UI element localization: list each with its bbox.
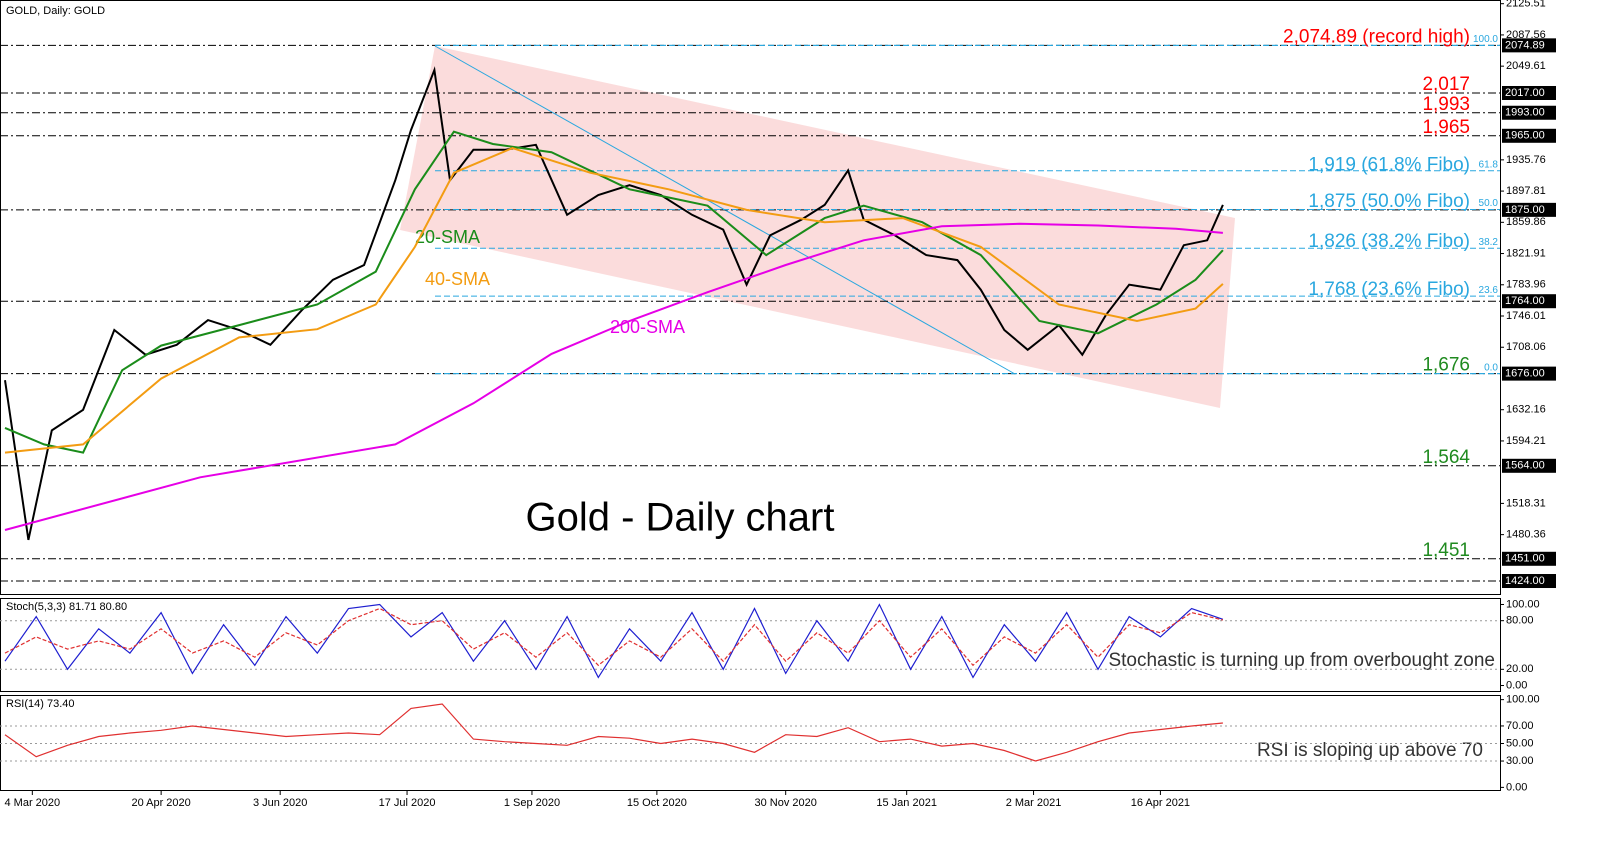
stoch-note: Stochastic is turning up from overbought… xyxy=(1108,650,1495,671)
fibo-ratio: 38.2 xyxy=(1479,237,1499,248)
level-label: 1451.00 xyxy=(1505,553,1545,565)
series-line xyxy=(4,66,1224,541)
level-box xyxy=(1502,294,1556,309)
series-label: 20-SMA xyxy=(415,227,480,247)
annotation: 1,965 xyxy=(1422,117,1470,138)
chart-heading: Gold - Daily chart xyxy=(526,496,835,540)
y-tick-label: 1518.31 xyxy=(1506,497,1546,509)
y-tick-label: 80.00 xyxy=(1506,615,1534,627)
annotation: 1,919 (61.8% Fibo) xyxy=(1308,155,1470,176)
y-tick-label: 1746.01 xyxy=(1506,310,1546,322)
y-tick-label: 1859.86 xyxy=(1506,216,1546,228)
level-label: 2017.00 xyxy=(1505,87,1545,99)
annotation: 1,768 (23.6% Fibo) xyxy=(1308,279,1470,300)
y-tick-label: 100.00 xyxy=(1506,598,1540,610)
level-label: 2074.89 xyxy=(1505,39,1545,51)
y-tick-label: 1821.91 xyxy=(1506,247,1546,259)
fibo-ratio: 100.0 xyxy=(1473,34,1498,45)
level-box xyxy=(1502,128,1556,143)
fibo-ratio: 23.6 xyxy=(1479,285,1499,296)
series-line xyxy=(4,603,1224,679)
annotation: 1,564 xyxy=(1422,447,1470,468)
y-tick-label: 1594.21 xyxy=(1506,435,1546,447)
x-tick-label: 4 Mar 2020 xyxy=(4,797,60,809)
y-tick-label: 0.00 xyxy=(1506,781,1527,793)
y-tick-label: 0.00 xyxy=(1506,679,1527,691)
fibo-ratio: 50.0 xyxy=(1479,198,1499,209)
y-tick-label: 2125.51 xyxy=(1506,0,1546,10)
y-tick-label: 1480.36 xyxy=(1506,529,1546,541)
level-label: 1564.00 xyxy=(1505,460,1545,472)
annotation: 1,826 (38.2% Fibo) xyxy=(1308,231,1470,252)
level-box xyxy=(1502,551,1556,566)
x-tick-label: 20 Apr 2020 xyxy=(131,797,190,809)
price-panel-frame xyxy=(0,0,1501,595)
level-label: 1676.00 xyxy=(1505,368,1545,380)
y-tick-label: 2087.56 xyxy=(1506,29,1546,41)
rsi-note: RSI is sloping up above 70 xyxy=(1257,740,1483,761)
y-tick-label: 1708.06 xyxy=(1506,341,1546,353)
annotation: 1,993 xyxy=(1422,94,1470,115)
y-tick-label: 30.00 xyxy=(1506,755,1534,767)
series-line xyxy=(4,130,1224,454)
y-tick-label: 1897.81 xyxy=(1506,185,1546,197)
level-box xyxy=(1502,366,1556,381)
fibo-ratio: 0.0 xyxy=(1484,362,1498,373)
level-box xyxy=(1502,202,1556,217)
rsi-title: RSI(14) 73.40 xyxy=(6,698,74,710)
x-tick-label: 15 Jan 2021 xyxy=(876,797,937,809)
x-tick-label: 15 Oct 2020 xyxy=(627,797,687,809)
level-label: 1424.00 xyxy=(1505,575,1545,587)
level-label: 1965.00 xyxy=(1505,130,1545,142)
series-label: 200-SMA xyxy=(610,317,685,337)
x-tick-label: 1 Sep 2020 xyxy=(504,797,560,809)
annotation: 1,451 xyxy=(1422,540,1470,561)
y-tick-label: 1783.96 xyxy=(1506,279,1546,291)
annotation: 1,875 (50.0% Fibo) xyxy=(1308,191,1470,212)
y-tick-label: 70.00 xyxy=(1506,720,1534,732)
level-label: 1764.00 xyxy=(1505,295,1545,307)
y-tick-label: 1935.76 xyxy=(1506,154,1546,166)
annotation: 1,676 xyxy=(1422,355,1470,376)
series-line xyxy=(4,607,1224,667)
fibo-ratio: 61.8 xyxy=(1479,159,1499,170)
series-label: 40-SMA xyxy=(425,269,490,289)
chart-title: GOLD, Daily: GOLD xyxy=(6,5,105,17)
y-tick-label: 20.00 xyxy=(1506,663,1534,675)
annotation: 2,017 xyxy=(1422,74,1470,95)
annotation: 2,074.89 (record high) xyxy=(1283,26,1470,47)
x-tick-label: 16 Apr 2021 xyxy=(1131,797,1190,809)
y-tick-label: 1632.16 xyxy=(1506,404,1546,416)
level-box xyxy=(1502,458,1556,473)
series-line xyxy=(4,147,1224,454)
stoch-title: Stoch(5,3,3) 81.71 80.80 xyxy=(6,601,127,613)
level-label: 1875.00 xyxy=(1505,204,1545,216)
series-line xyxy=(4,222,1223,531)
y-tick-label: 50.00 xyxy=(1506,737,1534,749)
level-box xyxy=(1502,85,1556,100)
x-tick-label: 30 Nov 2020 xyxy=(754,797,816,809)
level-label: 1993.00 xyxy=(1505,107,1545,119)
y-tick-label: 100.00 xyxy=(1506,694,1540,706)
x-tick-label: 2 Mar 2021 xyxy=(1006,797,1062,809)
x-tick-label: 17 Jul 2020 xyxy=(379,797,436,809)
level-box xyxy=(1502,574,1556,589)
series-line xyxy=(4,703,1223,762)
level-box xyxy=(1502,38,1556,53)
level-box xyxy=(1502,105,1556,120)
x-tick-label: 3 Jun 2020 xyxy=(253,797,307,809)
stoch-panel-frame xyxy=(0,598,1501,692)
trend-channel xyxy=(400,46,1235,408)
y-tick-label: 2049.61 xyxy=(1506,60,1546,72)
